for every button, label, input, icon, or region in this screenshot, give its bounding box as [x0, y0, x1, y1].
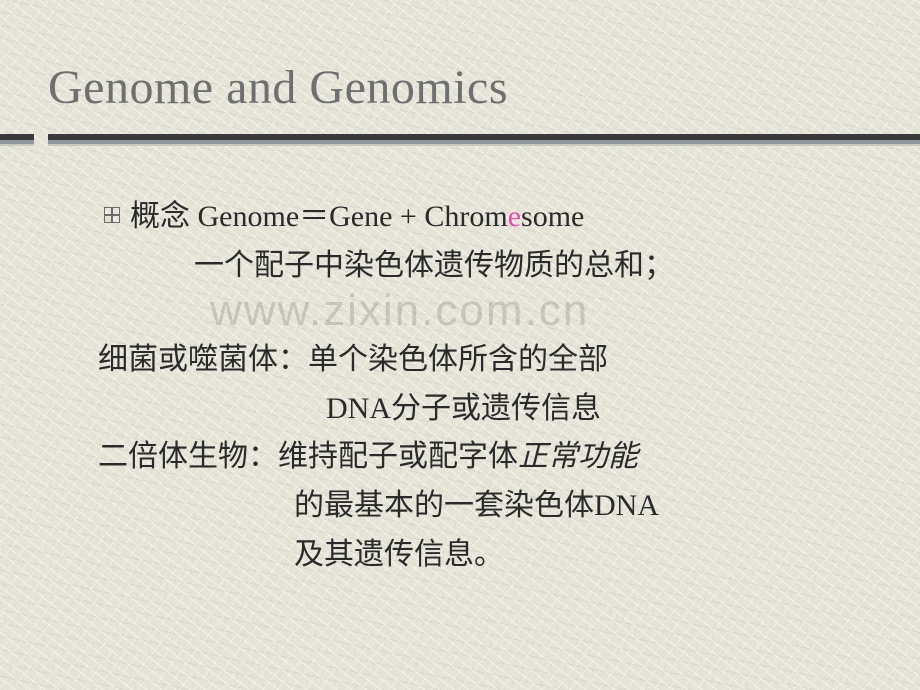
- body-line-1: 概念 Genome＝Gene + Chromesome: [130, 200, 584, 233]
- bullet-row-1: 概念 Genome＝Gene + Chromesome: [130, 193, 870, 242]
- body-line-5a: 二倍体生物：维持配子或配字体: [98, 440, 518, 473]
- square-bullet-icon: [104, 207, 120, 223]
- title-underline: [0, 134, 920, 148]
- body-line-1-prefix: 概念 Genome＝Gene + Chrom: [130, 200, 508, 233]
- body-line-3: 细菌或噬菌体：单个染色体所含的全部: [98, 336, 870, 385]
- spacer: [130, 290, 870, 336]
- slide-title: Genome and Genomics: [48, 60, 508, 115]
- body-line-5b: 正常功能: [518, 440, 638, 473]
- body-line-2: 一个配子中染色体遗传物质的总和；: [194, 242, 870, 291]
- slide-body: 概念 Genome＝Gene + Chromesome 一个配子中染色体遗传物质…: [130, 193, 870, 579]
- underline-bar-light: [0, 144, 920, 146]
- body-line-5: 二倍体生物：维持配子或配字体正常功能: [98, 433, 870, 482]
- body-line-1-suffix: some: [521, 200, 584, 233]
- body-line-7: 及其遗传信息。: [294, 531, 870, 580]
- body-line-6: 的最基本的一套染色体DNA: [294, 482, 870, 531]
- underline-notch: [34, 134, 48, 148]
- body-line-1-e: e: [508, 200, 521, 233]
- slide: Genome and Genomics www.zixin.com.cn 概念 …: [0, 0, 920, 690]
- body-line-4: DNA分子或遗传信息: [326, 385, 870, 434]
